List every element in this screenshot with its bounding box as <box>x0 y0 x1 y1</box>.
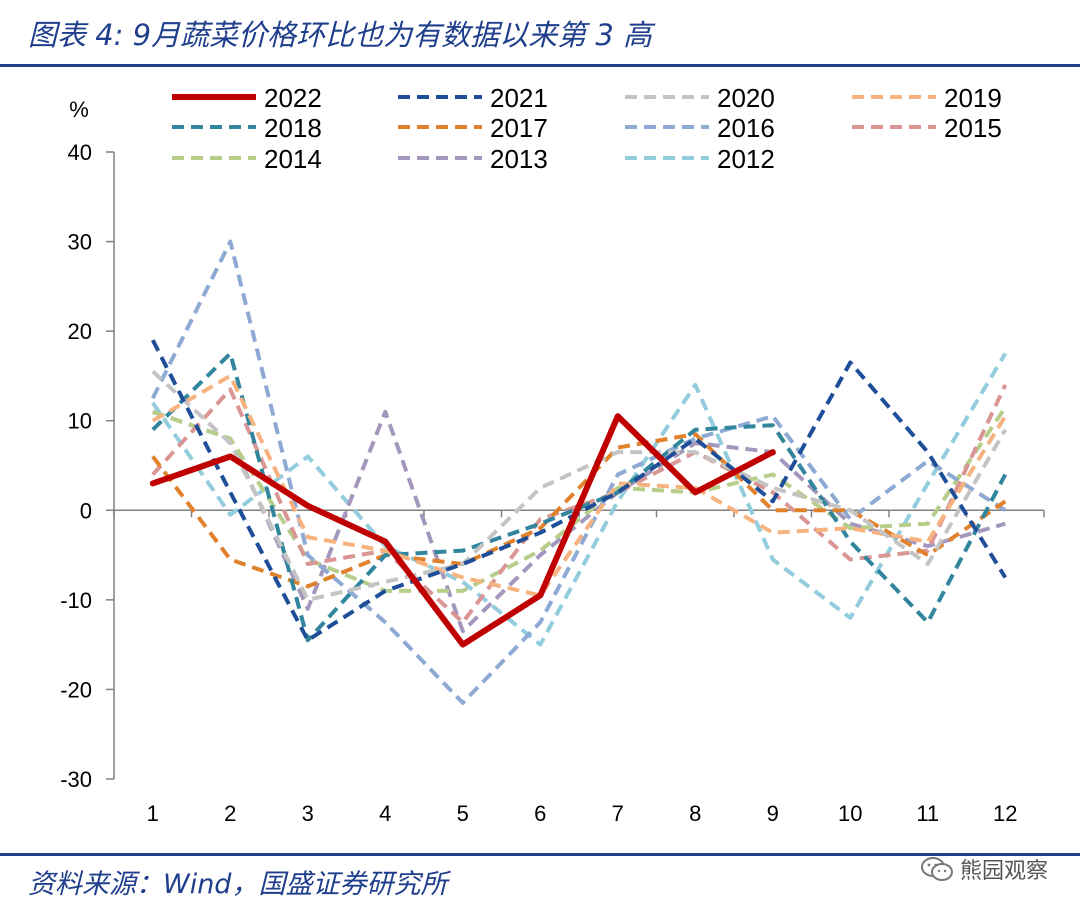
y-tick-label: 0 <box>80 498 92 523</box>
series-line-2015 <box>151 384 1008 625</box>
y-tick-label: -30 <box>60 767 92 792</box>
legend-label-2014: 2014 <box>264 144 322 174</box>
y-axis-unit-label: % <box>69 97 89 122</box>
x-tick-label: 10 <box>838 801 862 826</box>
series-line-2019 <box>151 373 1008 598</box>
legend-label-2022: 2022 <box>264 83 322 113</box>
x-tick-label: 4 <box>379 801 391 826</box>
source-rule <box>0 853 1080 856</box>
y-tick-label: -20 <box>60 677 92 702</box>
x-tick-label: 11 <box>916 801 939 826</box>
legend-label-2021: 2021 <box>490 83 548 113</box>
x-tick-label: 6 <box>534 801 546 826</box>
x-tick-label: 2 <box>224 801 236 826</box>
x-tick-label: 1 <box>147 801 159 826</box>
y-tick-label: 10 <box>68 409 92 434</box>
figure-title: 图表 4: 9月蔬菜价格环比也为有数据以来第 3 高 <box>28 18 652 52</box>
chart-series <box>149 239 1008 705</box>
x-tick-label: 3 <box>302 801 314 826</box>
legend-label-2015: 2015 <box>944 113 1002 143</box>
x-tick-label: 12 <box>993 801 1017 826</box>
source-note: 资料来源：Wind，国盛证券研究所 <box>28 869 448 900</box>
series-line-2017 <box>151 432 1007 589</box>
title-rule <box>0 64 1080 67</box>
y-tick-label: 20 <box>68 319 92 344</box>
watermark-text: 熊园观察 <box>959 859 1048 884</box>
watermark: 熊园观察 <box>920 853 1048 885</box>
legend-label-2020: 2020 <box>717 83 775 113</box>
legend-label-2013: 2013 <box>490 144 548 174</box>
y-tick-label: 40 <box>68 140 92 165</box>
series-line-2020 <box>151 369 1008 602</box>
legend-label-2012: 2012 <box>717 144 775 174</box>
series-line-2016 <box>151 239 1007 705</box>
series-line-2014 <box>152 406 1007 593</box>
y-tick-label: 30 <box>68 230 92 255</box>
x-tick-label: 5 <box>457 801 469 826</box>
series-line-2022 <box>149 413 776 648</box>
x-tick-label: 7 <box>612 801 624 826</box>
series-line-2012 <box>151 352 1008 647</box>
chart-legend: 2022 2021 2020 2019 2018 2017 2016 2015 2014 2013… <box>172 83 1002 174</box>
y-tick-label: -10 <box>60 588 92 613</box>
wechat-icon <box>920 857 953 881</box>
legend-label-2016: 2016 <box>717 113 775 143</box>
x-tick-label: 8 <box>689 801 701 826</box>
x-tick-label: 9 <box>767 801 779 826</box>
legend-label-2018: 2018 <box>264 113 322 143</box>
legend-label-2019: 2019 <box>944 83 1002 113</box>
legend-label-2017: 2017 <box>490 113 548 143</box>
